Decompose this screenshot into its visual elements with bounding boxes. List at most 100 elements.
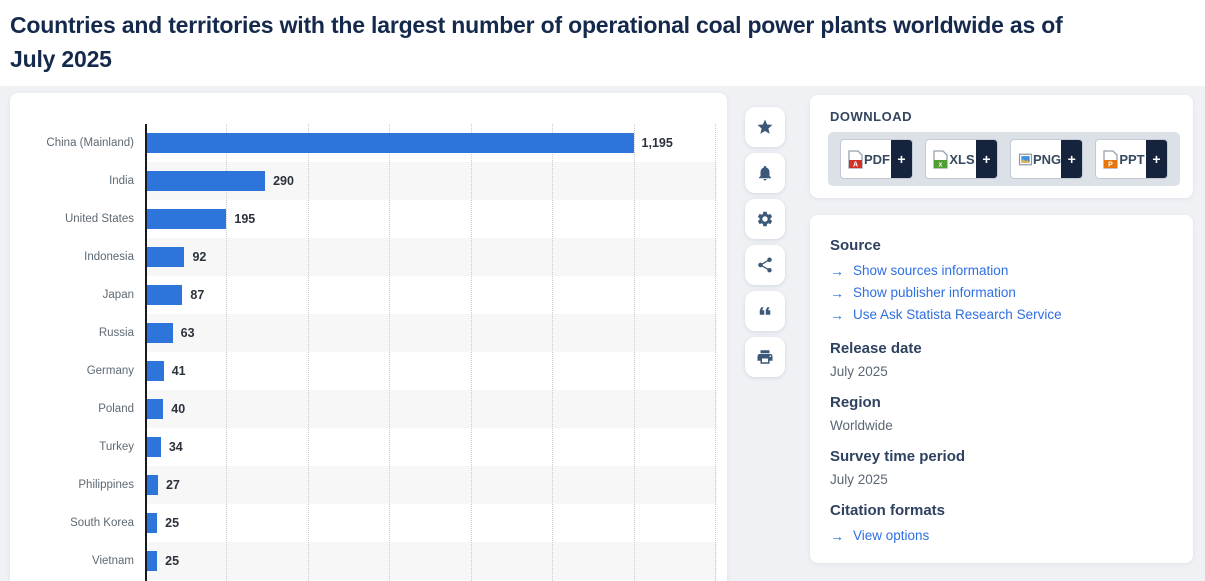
svg-text:A: A [853,161,858,168]
gridline [389,124,391,581]
value-label: 25 [165,516,180,530]
value-label: 40 [171,402,186,416]
bar [147,437,161,457]
print-button[interactable] [745,337,785,377]
quote-icon [756,302,774,320]
add-to-favorites-plus-button[interactable]: + [976,140,997,178]
category-label: Philippines [78,479,134,491]
chart-row: Philippines 27 [10,466,727,504]
bar [147,323,173,343]
chart-row: India 290 [10,162,727,200]
chart-row: South Korea 25 [10,504,727,542]
source-links: → Show sources information → Show publisher… [830,260,1173,326]
cite-button[interactable] [745,291,785,331]
row-stripe [145,314,717,352]
notifications-button[interactable] [745,153,785,193]
category-label: Vietnam [92,555,134,567]
release-date-value: July 2025 [830,364,888,379]
download-format-label: PPT [1119,151,1145,167]
bar [147,171,266,191]
gridline [552,124,554,581]
category-label: Turkey [99,441,134,453]
bar [147,209,227,229]
settings-button[interactable] [745,199,785,239]
download-xls-button[interactable]: x XLS + [925,139,998,179]
gridline [226,124,228,581]
value-label: 290 [273,174,294,188]
chart-row: China (Mainland) 1,195 [10,124,727,162]
value-label: 25 [165,554,180,568]
print-icon [756,348,774,366]
arrow-right-icon: → [830,307,844,323]
bar [147,513,158,533]
add-to-favorites-plus-button[interactable]: + [1146,140,1167,178]
page-header: Countries and territories with the large… [0,0,1205,86]
arrow-right-icon: → [830,528,844,544]
star-icon [756,118,774,136]
chart-row: Russia 63 [10,314,727,352]
citation-view-options-label: View options [853,528,930,543]
download-format-label: PNG [1033,151,1062,167]
page-title: Countries and territories with the large… [10,12,1063,72]
bar [147,133,634,153]
ppt-file-icon: P [1103,149,1118,169]
value-label: 1,195 [641,136,673,150]
survey-time-period-value: July 2025 [830,472,888,487]
favorite-button[interactable] [745,107,785,147]
download-button-panel: A PDF + x XLS + PNG + P PPT + [828,132,1180,186]
row-stripe [145,238,717,276]
category-label: India [109,175,134,187]
citation-view-options-link[interactable]: → View options [830,525,1173,547]
bar [147,361,164,381]
download-pdf-button[interactable]: A PDF + [840,139,913,179]
bar [147,475,158,495]
gear-icon [756,210,774,228]
release-date-heading: Release date [830,340,922,357]
gridline [470,124,472,581]
value-label: 63 [180,326,195,340]
row-stripe [145,390,717,428]
add-to-favorites-plus-button[interactable]: + [891,140,912,178]
value-label: 87 [190,288,205,302]
source-link-label: Show publisher information [853,285,1016,300]
bar [147,551,158,571]
arrow-right-icon: → [830,285,844,301]
chart-row: Turkey 34 [10,428,727,466]
share-icon [756,256,774,274]
share-button[interactable] [745,245,785,285]
source-link[interactable]: → Show sources information [830,260,1173,282]
download-png-button[interactable]: PNG + [1010,139,1083,179]
source-link[interactable]: → Show publisher information [830,282,1173,304]
value-label: 34 [168,440,183,454]
download-ppt-button[interactable]: P PPT + [1095,139,1168,179]
pdf-file-icon: A [848,149,863,169]
download-format-label: PDF [864,151,890,167]
gridline [715,124,716,581]
source-link-label: Use Ask Statista Research Service [853,307,1062,322]
download-card: DOWNLOAD A PDF + x XLS + PNG + P PPT + [810,95,1193,198]
chart-row: Vietnam 25 [10,542,727,580]
value-label: 195 [234,212,256,226]
region-value: Worldwide [830,418,893,433]
svg-text:P: P [1108,161,1113,168]
bar [147,247,185,267]
category-label: Poland [98,403,134,415]
source-link-label: Show sources information [853,263,1009,278]
category-label: Germany [86,365,134,377]
add-to-favorites-plus-button[interactable]: + [1061,140,1082,178]
gridline [633,124,635,581]
chart-row: Germany 41 [10,352,727,390]
download-format-label: XLS [949,151,975,167]
row-stripe [145,542,717,580]
y-axis-line [145,124,147,581]
chart-row: Indonesia 92 [10,238,727,276]
survey-time-period-heading: Survey time period [830,448,966,465]
chart-row: United States 195 [10,200,727,238]
value-label: 27 [165,478,180,492]
source-link[interactable]: → Use Ask Statista Research Service [830,304,1173,326]
bar-chart: China (Mainland) 1,195 India 290 United Stat… [10,93,727,581]
category-label: Japan [102,289,134,301]
category-label: South Korea [70,517,134,529]
value-label: 41 [171,364,186,378]
chart-row: Japan 87 [10,276,727,314]
